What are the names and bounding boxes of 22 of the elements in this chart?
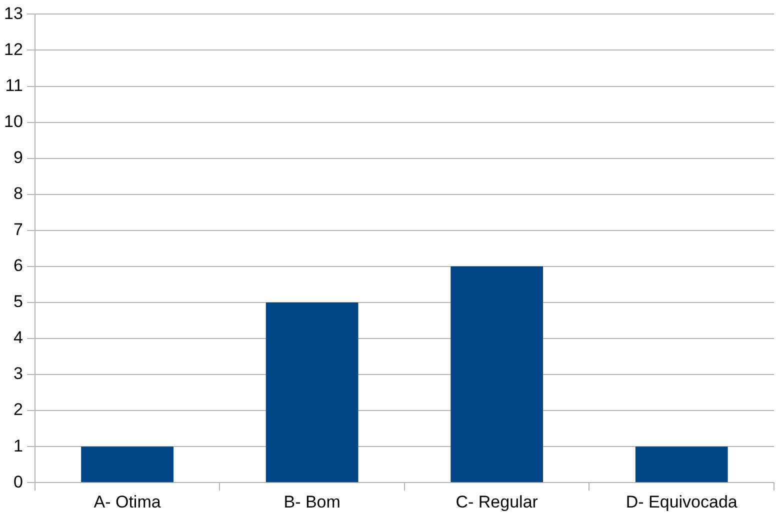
y-tick-label: 1 xyxy=(13,436,23,456)
bar xyxy=(81,446,174,482)
x-tick-label: D- Equivocada xyxy=(626,492,738,512)
y-tick-label: 11 xyxy=(5,76,23,95)
bar xyxy=(266,302,358,482)
y-tick-label: 0 xyxy=(13,472,23,492)
y-tick-label: 3 xyxy=(13,364,23,384)
x-tick-label: A- Otima xyxy=(94,492,162,512)
y-tick-label: 2 xyxy=(13,400,23,420)
y-tick-label: 13 xyxy=(4,4,23,23)
y-tick-label: 9 xyxy=(13,148,23,168)
y-tick-label: 7 xyxy=(13,220,23,240)
x-tick-label: B- Bom xyxy=(284,492,340,512)
y-tick-label: 10 xyxy=(4,112,23,131)
bar xyxy=(450,266,544,482)
y-tick-label: 8 xyxy=(13,184,23,204)
bar xyxy=(635,446,728,482)
y-tick-label: 6 xyxy=(13,256,23,276)
x-tick-label: C- Regular xyxy=(456,492,538,512)
y-tick-label: 5 xyxy=(13,292,23,312)
y-tick-label: 12 xyxy=(4,40,23,59)
y-tick-label: 4 xyxy=(13,328,23,348)
